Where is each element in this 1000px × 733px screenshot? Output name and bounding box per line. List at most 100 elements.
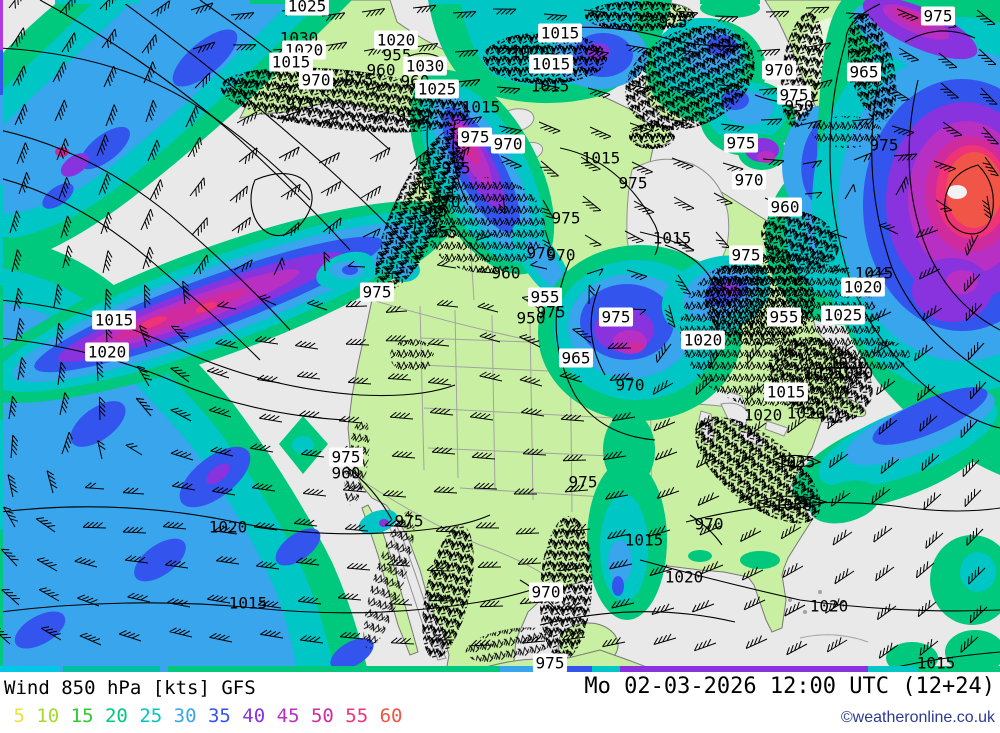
pressure-label: 975 [924,7,953,26]
pressure-label: 975 [286,95,315,114]
pressure-label-box [359,282,395,302]
pressure-label: 975 [569,473,598,492]
pressure-label: 1015 [625,531,664,550]
map-edge-strips [0,0,1000,672]
pressure-label: 1030 [774,496,813,515]
legend-value-35: 35 [196,705,231,727]
pressure-label: 975 [732,246,761,265]
copyright-text: ©weatheronline.co.uk [840,709,995,726]
pressure-label: 975 [870,136,899,155]
wind-speed-legend: 5 10 15 20 25 30 35 40 45 50 55 60 [2,705,403,727]
pressure-label: 1025 [824,306,863,325]
pressure-label: 955 [770,308,799,327]
pressure-label: 975 [727,134,756,153]
legend-value-50: 50 [299,705,334,727]
pressure-label: 1015 [653,229,692,248]
pressure-label-box [821,305,865,325]
pressure-label: 1015 [95,311,134,330]
pressure-label: 1025 [288,0,327,16]
pressure-label: 965 [419,202,448,221]
pressure-label: 1020 [835,364,874,383]
pressure-label: 955 [429,223,458,242]
pressure-label-box [598,307,634,327]
pressure-label: 975 [442,159,471,178]
pressure-label-box [841,277,885,297]
pressure-label-box [457,127,493,147]
pressure-label: 975 [461,128,490,147]
pressure-label: 970 [302,71,331,90]
pressure-label: 970 [616,376,645,395]
pressure-label: 970 [494,135,523,154]
valid-datetime: Mo 02-03-2026 12:00 UTC (12+24) [584,674,995,699]
legend-value-45: 45 [265,705,300,727]
pressure-label-box [269,52,313,72]
legend-value-15: 15 [59,705,94,727]
pressure-label: 1020 [744,406,783,425]
pressure-label: 1015 [582,149,621,168]
legend-value-55: 55 [333,705,369,727]
pressure-label: 965 [850,63,879,82]
pressure-label: 975 [602,308,631,327]
pressure-label: 1015 [532,55,571,74]
pressure-label: 1020 [88,343,127,362]
pressure-label-box [528,582,564,602]
pressure-label: 1015 [229,594,268,613]
pressure-label: 970 [532,583,561,602]
pressure-label: 975 [345,71,374,90]
pressure-label: 950 [785,97,814,116]
pressure-label: 1015 [767,383,806,402]
pressure-label: 1020 [844,278,883,297]
pressure-label-box [529,54,573,74]
pressure-label: 1020 [377,31,416,50]
pressure-label: 950 [517,309,546,328]
pressure-label-box [723,133,759,153]
pressure-label-box [415,79,459,99]
pressure-label: 1025 [418,80,457,99]
pressure-label-box [761,60,797,80]
legend-value-20: 20 [93,705,128,727]
pressure-label-box [731,170,767,190]
weather-map-canvas: 1025103010201015970975102095596097510309… [0,0,1000,674]
pressure-label: 1020 [684,331,723,350]
pressure-label: 1015 [541,24,580,43]
pressure-label: 955 [531,288,560,307]
pressure-label: 975 [537,303,566,322]
pressure-label-box [764,382,808,402]
pressure-label-box [728,245,764,265]
wind-barbs-layer [0,0,999,659]
pressure-label: 975 [536,654,565,673]
pressure-label-box [532,653,568,673]
pressure-label: 1035 [777,453,816,472]
pressure-label: 975 [659,13,688,32]
pressure-labels-layer: 1025103010201015970975102095596097510309… [85,0,956,673]
pressure-label: 1030 [829,354,868,373]
pressure-label: 975 [619,174,648,193]
legend-value-60: 60 [368,705,403,727]
pressure-label-box [328,447,364,467]
terrain-texture-layer [220,1,910,663]
pressure-label: 975 [780,86,809,105]
pressure-label-box [920,6,956,26]
pressure-label: 1020 [665,568,704,587]
pressure-label: 970 [735,171,764,190]
pressure-label-box [490,134,526,154]
pressure-label: 960 [492,264,521,283]
pressure-label-box [403,56,447,76]
pressure-label: 1025 [804,364,843,383]
pressure-label: 1015 [917,654,956,673]
pressure-label-box [681,330,725,350]
pressure-label: 970 [432,193,461,212]
pressure-label: 1015 [462,98,501,117]
pressure-label: 1020 [209,518,248,537]
legend-value-25: 25 [127,705,163,727]
pressure-label-box [846,62,882,82]
pressure-label: 1020 [787,404,826,423]
pressure-label-box [374,30,418,50]
map-title: Wind 850 hPa [kts] GFS [4,677,256,699]
wind-barbs [0,0,999,659]
pressure-label: 955 [397,107,426,126]
pressure-label-box [538,23,582,43]
pressure-label-box [285,0,329,16]
pressure-label: 975 [332,448,361,467]
pressure-label: 960 [367,61,396,80]
